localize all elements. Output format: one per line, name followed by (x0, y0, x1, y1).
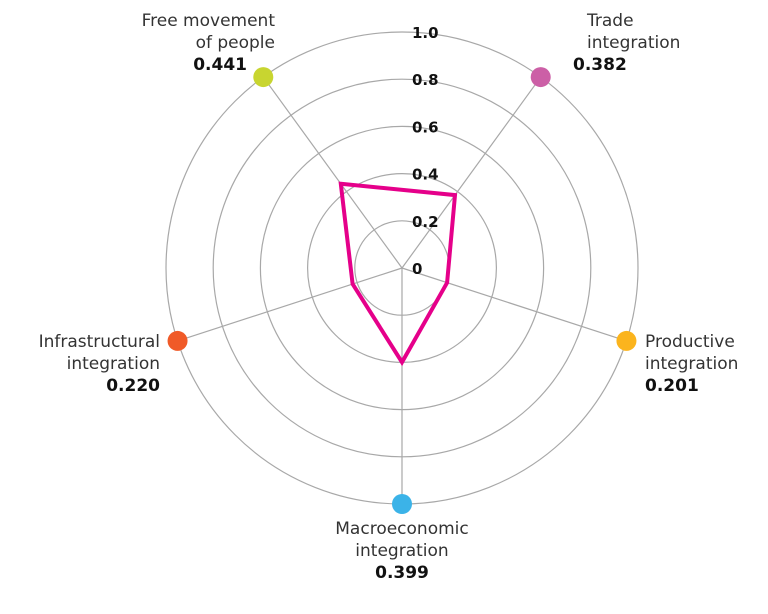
tick-label: 1.0 (412, 24, 439, 42)
tick-label: 0.2 (412, 213, 439, 231)
axis-spoke (262, 76, 403, 269)
tick-label: 0.6 (412, 118, 439, 136)
value-label: 0.201 (645, 376, 699, 396)
axis-dot-icon (530, 67, 551, 88)
data-polygon (338, 181, 458, 367)
tick-label: 0.8 (412, 71, 439, 89)
tick-label: 0 (412, 260, 422, 278)
axis-dot-icon (253, 67, 274, 88)
value-label: 0.441 (193, 55, 247, 75)
label-line2: integration (355, 541, 449, 561)
label-line2: integration (66, 354, 160, 374)
axis-dot-icon (167, 330, 188, 351)
axis-label-free-movement: Free movement of people 0.441 (60, 10, 275, 76)
axis-label-trade: Trade integration 0.382 (573, 10, 723, 76)
label-line1: Free movement (141, 11, 275, 31)
label-line2: of people (195, 33, 275, 53)
axis-label-macroeconomic: Macroeconomic integration 0.399 (302, 518, 502, 584)
value-label: 0.399 (375, 563, 429, 583)
value-label: 0.382 (573, 55, 627, 75)
label-line1: Productive (645, 332, 735, 352)
label-line1: Infrastructural (38, 332, 160, 352)
label-line2: integration (587, 33, 681, 53)
axis-spoke (177, 267, 403, 342)
axis-label-productive: Productive integration 0.201 (645, 331, 765, 397)
axis-label-infrastructural: Infrastructural integration 0.220 (0, 331, 160, 397)
tick-label: 0.4 (412, 166, 439, 184)
axis-dot-icon (392, 494, 412, 514)
tick-labels: 0 0.2 0.4 0.6 0.8 1.0 (412, 24, 439, 278)
label-line1: Trade (587, 11, 634, 31)
label-line2: integration (645, 354, 739, 374)
axis-dot-icon (616, 330, 637, 351)
axis-spoke (401, 267, 627, 342)
axis-spoke (401, 76, 542, 269)
value-label: 0.220 (106, 376, 160, 396)
label-line1: Macroeconomic (335, 519, 469, 539)
axis-spokes (177, 76, 627, 504)
axis-dots (167, 67, 637, 514)
